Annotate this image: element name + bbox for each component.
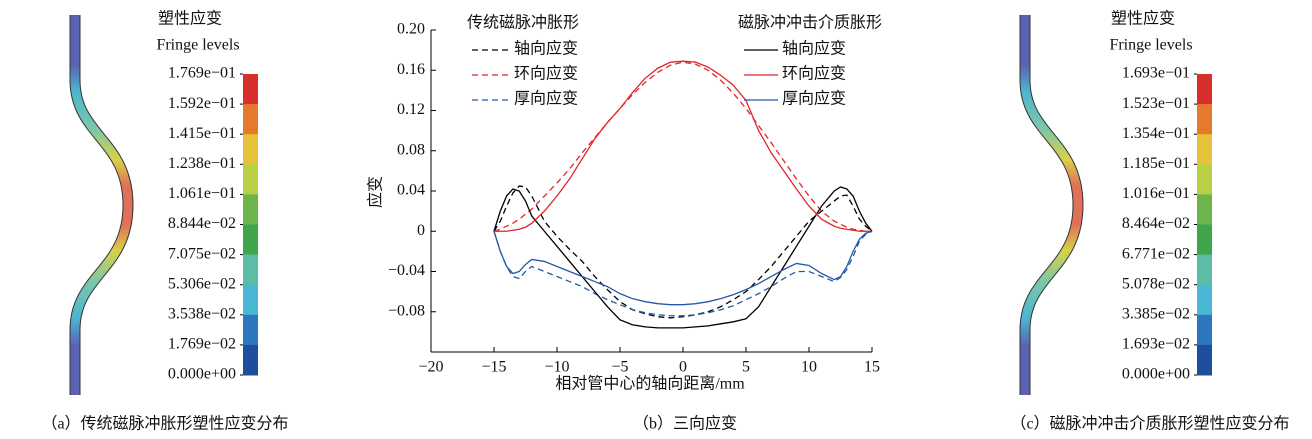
series-line	[494, 187, 872, 328]
right-panel: 塑性应变 Fringe levels （c）磁脉冲冲击介质胀形塑性应变分布 1.…	[1010, 9, 1289, 433]
legend-label: 厚向应变	[514, 89, 578, 108]
x-tick-label: 10	[801, 359, 817, 376]
color-band	[243, 285, 258, 316]
x-tick-label: −15	[481, 359, 506, 376]
tube-strain-map	[1025, 15, 1078, 395]
legend-label: 轴向应变	[514, 39, 578, 58]
level-label: 1.693e−01	[1122, 65, 1190, 82]
y-tick-label: 0.16	[397, 61, 425, 78]
level-label: 1.415e−01	[168, 125, 236, 142]
color-band	[1197, 345, 1212, 376]
legend-label: 环向应变	[782, 64, 846, 83]
y-tick-label: 0.04	[397, 182, 425, 199]
level-label: 1.769e−02	[168, 336, 236, 353]
series-line	[494, 186, 872, 318]
level-label: 1.592e−01	[168, 95, 236, 112]
legend-group-title: 磁脉冲冲击介质胀形	[738, 14, 882, 32]
tube-outline	[75, 15, 128, 395]
series-line	[494, 231, 872, 316]
level-label: 5.078e−02	[1122, 275, 1190, 292]
tube-strain-map	[75, 15, 128, 395]
level-label: 0.000e+00	[168, 366, 236, 383]
y-tick-label: 0.08	[397, 141, 425, 158]
color-band	[1197, 74, 1212, 105]
level-label: 5.306e−02	[168, 275, 236, 292]
color-band	[243, 164, 258, 195]
figure: 塑性应变 Fringe levels （a）传统磁脉冲胀形塑性应变分布 1.76…	[0, 0, 1312, 439]
x-tick-label: 0	[679, 359, 687, 376]
level-label: 1.016e−01	[1122, 185, 1190, 202]
level-label: 0.000e+00	[1122, 366, 1190, 383]
level-label: 1.238e−01	[168, 155, 236, 172]
color-band	[243, 225, 258, 256]
level-label: 8.464e−02	[1122, 215, 1190, 232]
page: 塑性应变 Fringe levels （a）传统磁脉冲胀形塑性应变分布 1.76…	[0, 0, 1312, 439]
legend-label: 环向应变	[514, 64, 578, 83]
color-band	[1197, 315, 1212, 346]
series-line	[494, 61, 872, 231]
x-tick-label: 15	[864, 359, 880, 376]
legend-label: 厚向应变	[782, 89, 846, 108]
level-label: 1.061e−01	[168, 185, 236, 202]
y-axis-label: 应变	[366, 176, 385, 208]
panel-title: 塑性应变	[1111, 9, 1175, 28]
y-tick-label: 0.20	[397, 21, 425, 38]
level-label: 1.769e−01	[168, 65, 236, 82]
level-label: 8.844e−02	[168, 215, 236, 232]
color-band	[243, 194, 258, 225]
color-band	[1197, 104, 1212, 135]
y-tick-label: 0	[417, 222, 425, 239]
x-tick-label: −10	[544, 359, 569, 376]
level-label: 3.538e−02	[168, 305, 236, 322]
x-tick-label: −5	[611, 359, 628, 376]
color-band	[1197, 194, 1212, 225]
color-band	[243, 345, 258, 376]
level-label: 6.771e−02	[1122, 245, 1190, 262]
color-band	[1197, 134, 1212, 165]
y-tick-label: 0.12	[397, 101, 425, 118]
level-label: 1.185e−01	[1122, 155, 1190, 172]
x-tick-label: −20	[418, 359, 443, 376]
level-label: 1.693e−02	[1122, 336, 1190, 353]
y-tick-label: −0.08	[388, 302, 425, 319]
panel-subtitle: Fringe levels	[156, 37, 239, 54]
strain-chart: 应变 相对管中心的轴向距离/mm （b）三向应变 0.20 0.16 0.12 0.0…	[366, 14, 882, 433]
color-band	[1197, 285, 1212, 316]
tube-outline	[1025, 15, 1078, 395]
color-band	[243, 104, 258, 135]
caption: （a）传统磁脉冲胀形塑性应变分布	[41, 414, 288, 433]
color-band	[1197, 225, 1212, 256]
color-band	[1197, 255, 1212, 286]
color-band	[243, 74, 258, 105]
level-label: 3.385e−02	[1122, 305, 1190, 322]
level-label: 7.075e−02	[168, 245, 236, 262]
legend-label: 轴向应变	[782, 39, 846, 58]
caption: （c）磁脉冲冲击介质胀形塑性应变分布	[1010, 414, 1289, 433]
level-label: 1.523e−01	[1122, 95, 1190, 112]
color-band	[243, 315, 258, 346]
color-band	[1197, 164, 1212, 195]
panel-title: 塑性应变	[158, 9, 222, 28]
x-axis-label: 相对管中心的轴向距离/mm	[555, 375, 745, 393]
panel-subtitle: Fringe levels	[1109, 37, 1192, 54]
caption: （b）三向应变	[633, 414, 737, 433]
color-band	[243, 134, 258, 165]
color-band	[243, 255, 258, 286]
legend-group-title: 传统磁脉冲胀形	[467, 14, 579, 32]
x-tick-label: 5	[742, 359, 750, 376]
series-line	[494, 231, 872, 304]
y-tick-label: −0.04	[388, 262, 425, 279]
level-label: 1.354e−01	[1122, 125, 1190, 142]
series-line	[494, 62, 872, 231]
